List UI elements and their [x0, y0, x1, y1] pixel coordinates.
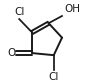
Text: Cl: Cl	[14, 7, 24, 17]
Text: OH: OH	[64, 4, 80, 14]
Text: Cl: Cl	[49, 72, 59, 82]
Text: O: O	[7, 48, 16, 58]
